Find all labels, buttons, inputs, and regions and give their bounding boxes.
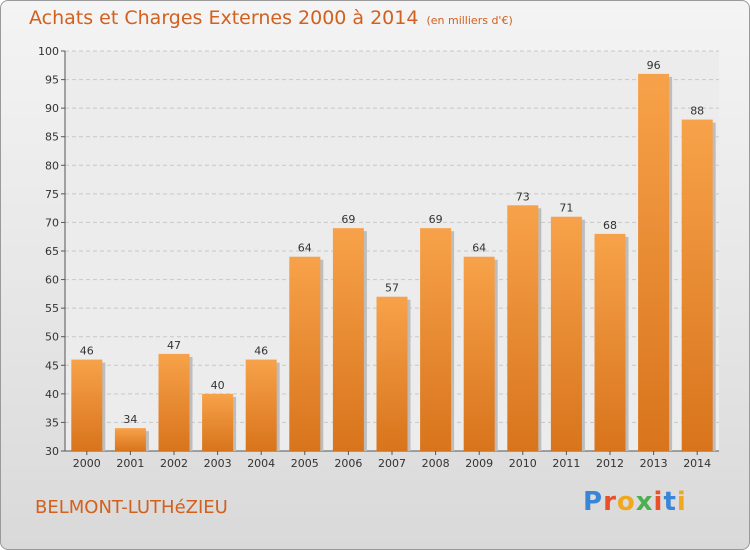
y-tick-label: 65: [45, 245, 59, 258]
x-tick-label: 2013: [640, 457, 668, 470]
x-tick-label: 2008: [422, 457, 450, 470]
logo-letter: i: [653, 487, 664, 517]
data-label: 57: [385, 282, 399, 295]
x-tick-label: 2014: [683, 457, 711, 470]
x-tick-label: 2000: [73, 457, 101, 470]
bar: [507, 205, 539, 451]
data-label: 64: [298, 242, 312, 255]
bar: [71, 359, 103, 451]
chart-title: Achats et Charges Externes 2000 à 2014 (e…: [29, 7, 513, 29]
bar: [681, 119, 713, 452]
bars: [71, 73, 716, 452]
chart-title-text: Achats et Charges Externes 2000 à 2014: [29, 7, 419, 29]
town-name: BELMONT-LUTHéZIEU: [35, 497, 228, 518]
y-tick-label: 50: [45, 331, 59, 344]
y-tick-label: 45: [45, 359, 59, 372]
x-tick-label: 2006: [334, 457, 362, 470]
x-tick-label: 2002: [160, 457, 188, 470]
data-label: 69: [341, 213, 355, 226]
y-tick-label: 40: [45, 388, 59, 401]
x-tick-label: 2011: [552, 457, 580, 470]
logo-letter: o: [616, 487, 636, 517]
labels: 46 34 47 40 46 64 69 57 69 64 73 71 68 96 88: [80, 59, 704, 426]
logo-letter: i: [676, 487, 687, 517]
axes: 30 35 40 45 50 55 60 65 70 75 80 85 90 95 100 2000 2001 2…: [38, 45, 719, 470]
y-tick-label: 95: [45, 74, 59, 87]
bar: [594, 233, 626, 451]
chart-subtitle: (en milliers d'€): [426, 14, 513, 27]
data-label: 69: [429, 213, 443, 226]
x-tick-label: 2010: [509, 457, 537, 470]
bar: [158, 353, 190, 451]
bar: [463, 256, 495, 451]
logo-letter: r: [603, 487, 617, 517]
x-tick-label: 2003: [204, 457, 232, 470]
y-tick-label: 100: [38, 45, 59, 58]
data-label: 71: [559, 202, 573, 215]
x-tick-label: 2007: [378, 457, 406, 470]
bar: [420, 228, 452, 451]
data-label: 73: [516, 190, 530, 203]
y-tick-label: 80: [45, 159, 59, 172]
data-label: 88: [690, 105, 704, 118]
logo-letter: P: [583, 487, 604, 517]
data-label: 64: [472, 242, 486, 255]
x-tick-label: 2009: [465, 457, 493, 470]
data-label: 47: [167, 339, 181, 352]
y-tick-label: 60: [45, 274, 59, 287]
bar: [114, 428, 146, 451]
data-label: 46: [80, 345, 94, 358]
logo-letter: x: [635, 487, 654, 517]
data-label: 40: [211, 379, 225, 392]
x-tick-label: 2012: [596, 457, 624, 470]
bar: [638, 73, 670, 451]
bar: [332, 228, 364, 451]
bar: [376, 296, 408, 451]
y-tick-label: 35: [45, 416, 59, 429]
bar: [202, 393, 234, 451]
y-tick-label: 70: [45, 216, 59, 229]
y-tick-label: 55: [45, 302, 59, 315]
data-label: 34: [123, 413, 137, 426]
y-tick-label: 30: [45, 445, 59, 458]
y-tick-label: 75: [45, 188, 59, 201]
y-tick-label: 90: [45, 102, 59, 115]
bar: [245, 359, 277, 451]
bar: [550, 216, 582, 451]
x-tick-label: 2001: [116, 457, 144, 470]
data-label: 68: [603, 219, 617, 232]
proxiti-logo: Proxiti: [583, 487, 687, 517]
x-tick-label: 2005: [291, 457, 319, 470]
data-label: 96: [647, 59, 661, 72]
logo-letter: t: [663, 487, 677, 517]
data-label: 46: [254, 345, 268, 358]
bar: [289, 256, 321, 451]
x-tick-label: 2004: [247, 457, 275, 470]
y-tick-label: 85: [45, 131, 59, 144]
